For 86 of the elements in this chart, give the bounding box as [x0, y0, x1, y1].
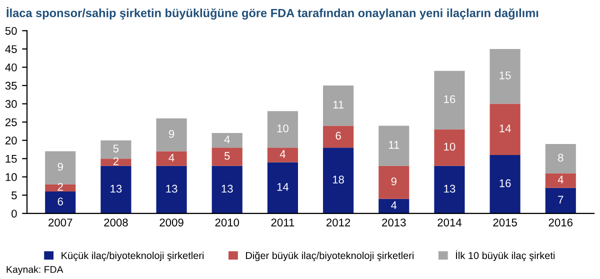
y-tick-label: 25 — [5, 118, 17, 126]
bar — [267, 111, 298, 148]
bar — [156, 151, 187, 166]
data-label: 9 — [168, 130, 174, 138]
x-tick-label: 2010 — [215, 218, 240, 226]
bar — [45, 151, 76, 184]
x-tick-label: 2007 — [48, 218, 72, 226]
data-label: 15 — [500, 72, 511, 80]
bar — [100, 166, 132, 214]
data-label: 4 — [558, 176, 564, 184]
chart-title: İlaca sponsor/sahip şirketin büyüklüğüne göre FDA tarafından onaylanan yeni ilaçların dağılımı — [6, 6, 538, 20]
data-label: 6 — [336, 132, 341, 140]
bar — [490, 104, 520, 155]
bar — [378, 166, 410, 199]
data-label: 13 — [444, 184, 456, 193]
bar — [212, 148, 242, 166]
bar — [100, 158, 132, 166]
data-label: 14 — [500, 124, 511, 132]
data-label: 11 — [333, 100, 344, 108]
bar — [490, 154, 520, 214]
data-label: 2 — [58, 182, 63, 191]
data-label: 6 — [58, 198, 63, 206]
bar — [434, 166, 465, 214]
y-tick-label: 5 — [12, 192, 17, 200]
y-tick-label: 45 — [5, 45, 17, 54]
x-tick-label: 2016 — [548, 218, 573, 226]
y-tick-label: 15 — [6, 154, 17, 163]
data-label: 10 — [277, 124, 288, 132]
x-tick-label: 2015 — [493, 218, 517, 226]
x-tick-label: 2011 — [271, 218, 294, 226]
data-label: 4 — [168, 154, 174, 162]
y-tick-label: 10 — [6, 173, 17, 182]
bar — [100, 140, 132, 159]
data-label: 13 — [222, 184, 233, 193]
x-tick-label: 2014 — [438, 218, 462, 226]
data-label: 4 — [224, 136, 230, 144]
bar — [212, 166, 242, 214]
bar — [545, 144, 576, 174]
text: Kaynak: FDA — [6, 266, 64, 275]
legend-label: Diğer büyük ilaç/biyoteknoloji şirketleri — [246, 252, 414, 262]
x-tick-label: 2009 — [160, 218, 184, 226]
data-label: 16 — [500, 179, 511, 188]
data-label: 2 — [113, 157, 118, 166]
y-tick-label: 20 — [5, 136, 17, 144]
bar — [378, 198, 410, 214]
bar — [545, 188, 576, 214]
legend-label: İlk 10 büyük ilaç şirketi — [456, 250, 555, 262]
data-label: 7 — [558, 196, 564, 204]
bar — [323, 86, 354, 126]
bar — [156, 166, 187, 214]
legend-label: Küçük ilaç/biyoteknoloji şirketleri — [62, 252, 204, 262]
bar — [267, 162, 298, 214]
data-label: 5 — [224, 152, 230, 160]
y-tick-label: 30 — [5, 100, 17, 108]
data-label: 5 — [113, 144, 119, 152]
y-tick-label: 40 — [5, 64, 17, 72]
data-label: 14 — [277, 183, 289, 191]
bar — [212, 133, 242, 148]
bar — [323, 148, 354, 214]
bar — [545, 173, 576, 188]
data-label: 16 — [444, 95, 456, 104]
data-label: 9 — [391, 177, 396, 186]
bar — [267, 148, 298, 162]
bar — [323, 126, 354, 148]
bar — [378, 126, 410, 166]
data-label: 18 — [332, 176, 344, 184]
data-label: 10 — [444, 142, 456, 151]
data-label: 13 — [166, 184, 178, 193]
y-tick-label: 50 — [5, 26, 17, 35]
data-label: 11 — [388, 141, 400, 149]
y-tick-label: 0 — [12, 210, 17, 218]
data-label: 9 — [58, 162, 63, 171]
bar — [434, 70, 465, 130]
data-label: 13 — [110, 184, 122, 193]
x-tick-label: 2008 — [104, 218, 128, 226]
data-label: 4 — [391, 201, 397, 209]
y-tick-label: 35 — [5, 82, 17, 90]
bar — [45, 184, 76, 192]
x-tick-label: 2013 — [382, 218, 406, 226]
bar — [434, 129, 465, 166]
data-label: 4 — [280, 150, 286, 158]
bar — [490, 48, 520, 104]
x-tick-label: 2012 — [326, 218, 350, 226]
data-label: 8 — [558, 154, 564, 162]
bar — [45, 192, 76, 214]
bar — [156, 118, 187, 152]
